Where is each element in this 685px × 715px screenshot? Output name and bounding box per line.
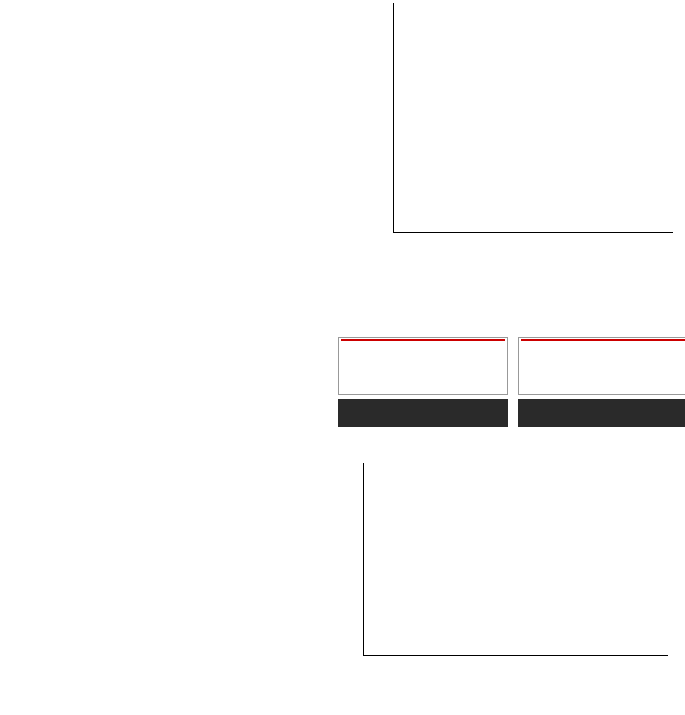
c-left-alignment [338,337,508,395]
panel-c-right [518,334,685,427]
panel-b [320,0,680,310]
c-ruler-right [521,339,685,341]
panel-c-left [338,334,508,427]
legend-intragenic [656,21,673,31]
panel-b-axis [393,3,673,233]
c-ruler-left [341,339,505,341]
panel-d [320,460,680,710]
c-left-gel [338,399,508,427]
panel-c [320,320,680,450]
panel-a [5,0,310,715]
c-right-alignment [518,337,685,395]
panel-d-plot [363,463,668,656]
legend-intergenic [656,33,673,43]
panel-b-chart [338,3,678,283]
panel-d-chart [338,463,678,688]
legend-swatch-intragenic [656,21,670,31]
c-right-gel [518,399,685,427]
legend-swatch-intergenic [656,33,670,43]
panel-b-legend [656,21,673,45]
